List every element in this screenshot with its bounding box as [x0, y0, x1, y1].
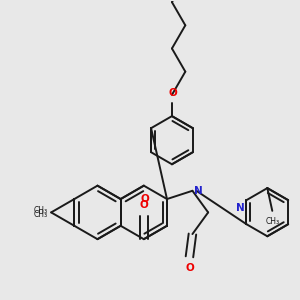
Text: CH₃: CH₃: [34, 206, 48, 215]
Text: CH₃: CH₃: [34, 210, 48, 219]
Text: O: O: [169, 88, 177, 98]
Text: O: O: [140, 200, 148, 211]
Text: CH₃: CH₃: [265, 217, 279, 226]
Text: N: N: [194, 186, 203, 196]
Text: O: O: [140, 194, 149, 204]
Text: N: N: [236, 203, 244, 213]
Text: O: O: [185, 263, 194, 273]
